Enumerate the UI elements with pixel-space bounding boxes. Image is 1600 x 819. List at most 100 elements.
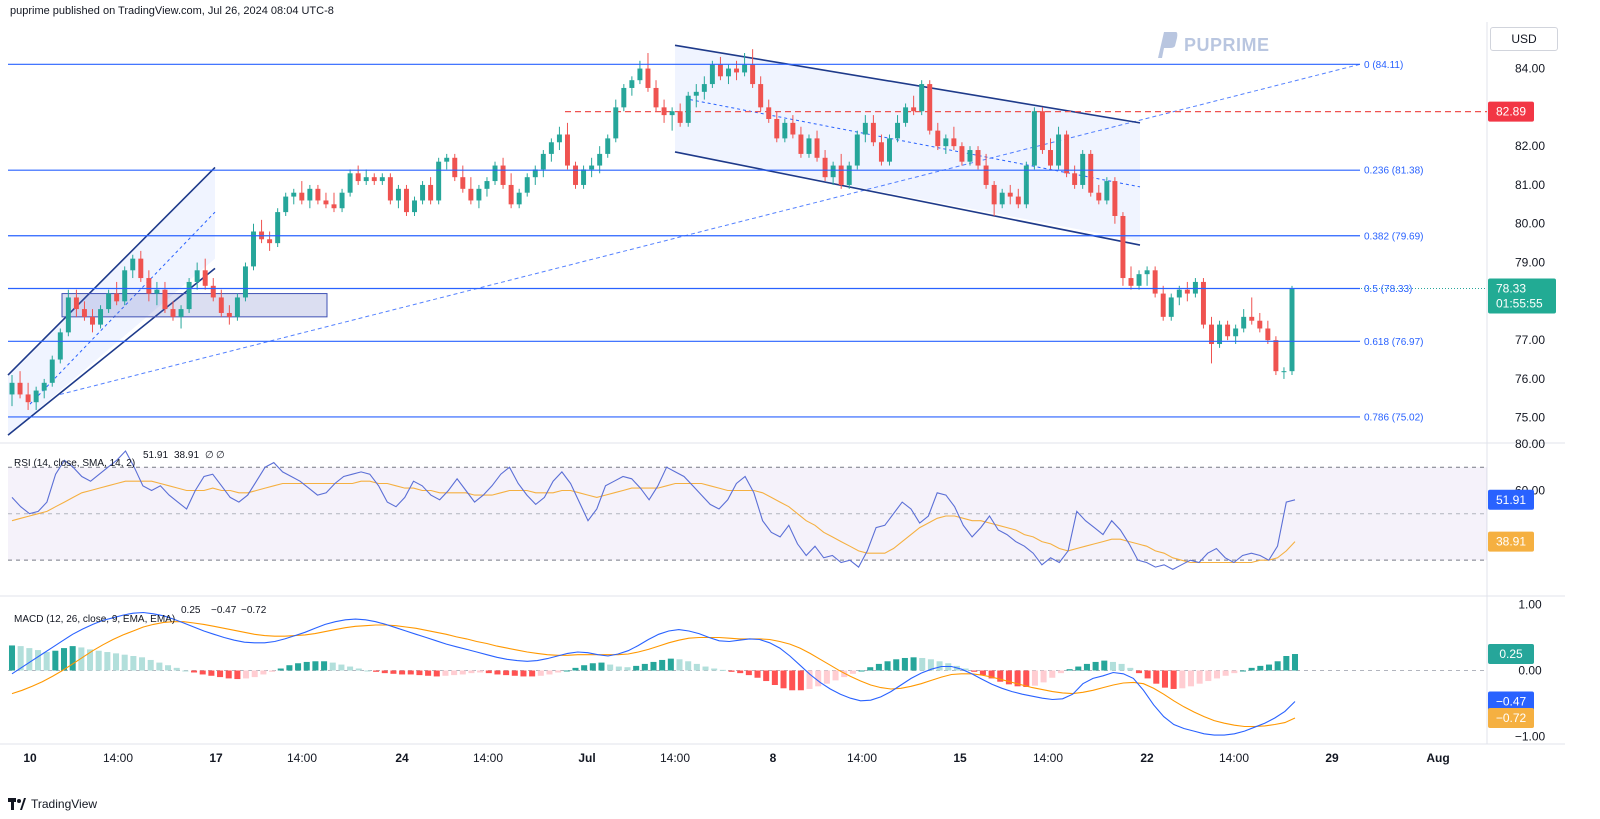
macd-histogram-bar [191,670,198,673]
macd-histogram-bar [407,670,414,675]
fib-level-label: 0.382 (79.69) [1364,231,1424,242]
macd-histogram-bar [121,654,128,671]
candle-body [226,312,232,317]
macd-histogram-bar [997,670,1004,682]
candle-body [25,394,31,403]
macd-histogram-bar [572,667,579,671]
fib-level-label: 0.236 (81.38) [1364,166,1424,177]
support-zone-box [61,293,328,318]
macd-histogram-bar [1222,670,1229,676]
rsi-legend-value: 38.91 [174,450,199,461]
candle-body [331,204,337,209]
countdown-label: 01:55:55 [1496,297,1543,311]
macd-histogram-bar [234,670,241,680]
gridlines [0,22,1565,745]
rsi-ma-value-tag-label: 38.91 [1496,535,1526,549]
macd-histogram-bar [156,662,163,671]
macd-histogram-bar [1127,667,1134,671]
macd-histogram-bar [936,661,943,671]
candle-body [508,184,514,205]
candle-body [903,107,909,123]
candle-body [242,266,248,298]
rsi-value-tag-label: 51.91 [1496,493,1526,507]
macd-histogram-bar [459,670,466,675]
macd-histogram-bar [243,670,250,679]
candle-body [122,270,128,302]
candle-body [645,68,651,88]
rsi-pane: 51.91 38.91 ∅ ∅ [8,450,1487,571]
macd-histogram-bar [1057,670,1064,674]
candle-body [283,196,289,213]
macd-histogram-bar [52,650,59,671]
candle-body [500,165,506,185]
candle-body [347,173,353,193]
candle-body [98,309,104,325]
candle-body [621,87,627,108]
macd-histogram-bar [685,661,692,671]
macd-histogram-bar [130,656,137,671]
macd-histogram-bar [780,670,787,689]
macd-histogram-bar [165,665,172,671]
candle-body [991,184,997,205]
candle-body [814,138,820,158]
candle-body [532,169,538,178]
macd-histogram-bar [381,670,388,674]
macd-histogram-bar [763,670,770,682]
candle-body [291,192,297,197]
candle-body [218,297,224,313]
macd-histogram-bar [373,670,380,672]
macd-histogram-bar [581,665,588,671]
rsi-legend-value: ∅ [205,450,214,461]
candle-body [661,107,667,116]
candle-body [114,293,120,302]
macd-histogram-bar [1283,656,1290,671]
candle-body [1064,134,1070,174]
macd-histogram-bar [485,670,492,674]
candle-body [275,212,281,244]
macd-histogram-bar [329,662,336,671]
macd-histogram-bar [789,670,796,691]
macd-histogram-bar [1239,670,1247,672]
macd-histogram-bar [832,670,839,681]
candle-body [138,258,144,279]
last-price-label: 78.33 [1496,282,1526,296]
candle-body [307,188,313,201]
macd-pane: 0.25 −0.47 −0.72 [8,605,1487,736]
time-tick-label: 14:00 [1033,751,1063,765]
candle-body [782,122,788,139]
price-tick-label: 76.00 [1515,372,1545,386]
currency-button[interactable]: USD [1490,27,1558,51]
macd-histogram-bar [537,670,544,676]
candle-body [822,157,828,178]
candle-body [669,111,675,116]
candle-body [65,297,71,333]
candle-body [17,382,23,395]
price-tick-label: 77.00 [1515,333,1545,347]
macd-histogram-bar [823,670,830,684]
macd-histogram-bar [667,658,674,671]
candle-body [524,177,530,193]
candle-body [154,289,160,294]
candle-body [1072,173,1078,185]
macd-histogram-bar [1205,670,1212,682]
macd-histogram-bar [1248,667,1255,671]
candle-series [9,49,1295,410]
macd-histogram-bar [1031,670,1038,686]
rsi-legend-value: 51.91 [143,450,168,461]
macd-histogram-bar [797,670,804,691]
macd-histogram-bar [208,670,215,676]
macd-histogram-bar [711,668,718,671]
candle-body [452,157,458,178]
candle-body [41,382,47,391]
publisher-header: puprime published on TradingView.com, Ju… [10,5,334,17]
candle-body [943,138,949,147]
time-tick-label: 14:00 [287,751,317,765]
macd-histogram-bar [147,659,154,671]
candle-body [428,184,434,201]
macd-histogram-bar [1101,660,1108,671]
candle-body [605,138,611,154]
candle-body [186,281,192,310]
candle-body [106,293,112,310]
candle-body [1031,111,1037,166]
